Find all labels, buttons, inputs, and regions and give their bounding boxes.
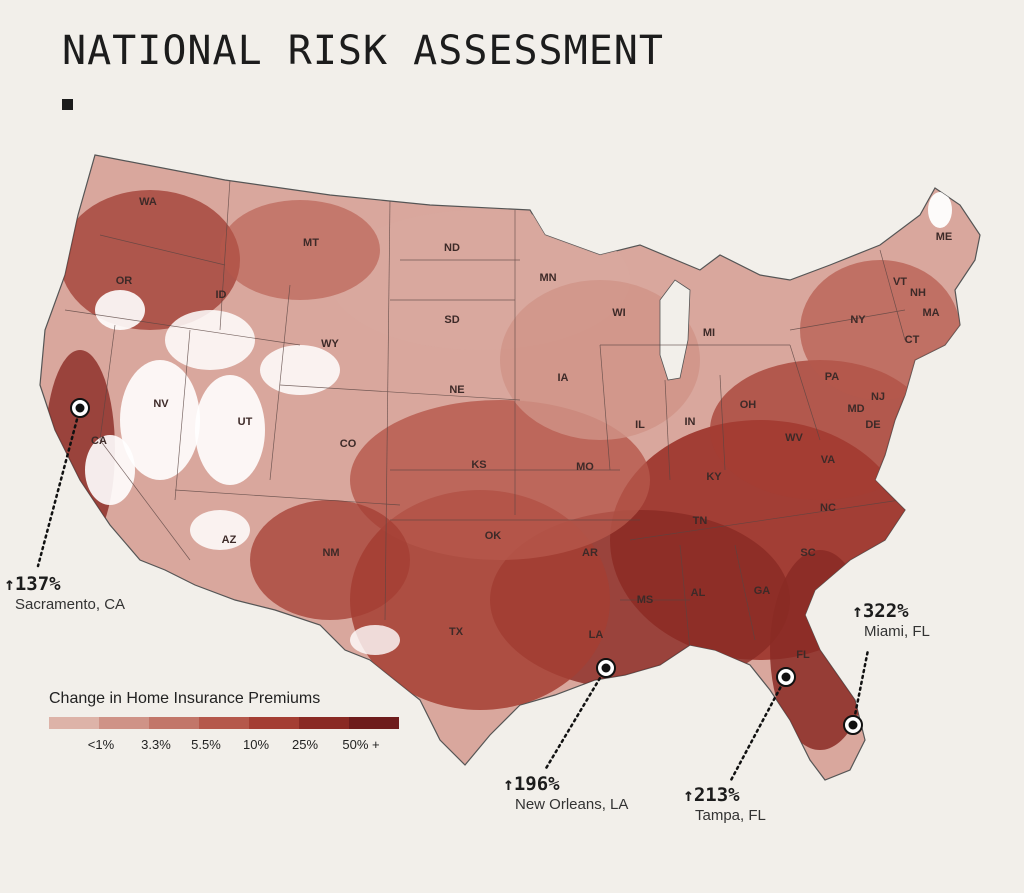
callout-tampa[interactable]: ↑213% Tampa, FL: [683, 784, 766, 825]
callout-miami-percent: 322%: [862, 600, 909, 622]
miami-marker[interactable]: [843, 715, 863, 735]
state-label-il: IL: [635, 419, 645, 431]
state-label-mn: MN: [539, 272, 557, 284]
legend-swatches: [49, 717, 409, 729]
state-label-ia: IA: [557, 372, 569, 384]
state-label-ar: AR: [582, 547, 598, 559]
state-label-nh: NH: [910, 287, 926, 299]
new-orleans-leader-line: [543, 666, 608, 772]
state-label-nd: ND: [444, 242, 460, 254]
state-label-mo: MO: [576, 461, 594, 473]
state-label-nj: NJ: [870, 391, 886, 403]
state-label-ct: CT: [904, 334, 920, 346]
state-label-ms: MS: [636, 594, 654, 606]
state-label-de: DE: [865, 419, 881, 431]
state-label-oh: OH: [739, 399, 757, 411]
tampa-marker[interactable]: [776, 667, 796, 687]
state-label-wi: WI: [612, 307, 626, 319]
state-label-ma: MA: [922, 307, 940, 319]
callout-sacramento-value: ↑137%: [4, 573, 125, 596]
legend-tick: 10%: [242, 737, 270, 752]
state-label-wy: WY: [321, 338, 339, 350]
color-legend: Change in Home Insurance Premiums <1% 3.…: [49, 690, 409, 757]
state-label-ca: CA: [91, 435, 107, 447]
state-label-la: LA: [588, 629, 604, 641]
callout-miami[interactable]: ↑322% Miami, FL: [852, 600, 930, 641]
state-label-nm: NM: [322, 547, 340, 559]
tampa-leader-line: [728, 675, 788, 784]
legend-ticks: <1% 3.3% 5.5% 10% 25% 50% +: [49, 737, 409, 757]
up-arrow-icon: ↑: [852, 601, 863, 622]
state-label-az: AZ: [221, 534, 237, 546]
state-label-ny: NY: [850, 314, 866, 326]
state-label-mt: MT: [303, 237, 319, 249]
callout-tampa-percent: 213%: [693, 784, 740, 806]
state-label-ga: GA: [753, 585, 771, 597]
title-square-marker: [62, 99, 73, 110]
new-orleans-marker[interactable]: [596, 658, 616, 678]
state-label-co: CO: [339, 438, 357, 450]
state-label-mi: MI: [702, 327, 716, 339]
state-label-in: IN: [684, 416, 696, 428]
callout-new-orleans[interactable]: ↑196% New Orleans, LA: [503, 773, 628, 814]
legend-tick: 3.3%: [141, 737, 171, 752]
state-label-wa: WA: [139, 196, 157, 208]
state-label-nv: NV: [153, 398, 169, 410]
state-label-id: ID: [215, 289, 227, 301]
legend-tick: <1%: [87, 737, 115, 752]
up-arrow-icon: ↑: [4, 574, 15, 595]
legend-swatch: [99, 717, 149, 729]
state-label-al: AL: [690, 587, 706, 599]
legend-swatch: [299, 717, 349, 729]
callout-miami-value: ↑322%: [852, 600, 930, 623]
up-arrow-icon: ↑: [503, 774, 514, 795]
callout-new-orleans-value: ↑196%: [503, 773, 628, 796]
state-label-ks: KS: [471, 459, 487, 471]
state-label-md: MD: [847, 403, 865, 415]
legend-swatch: [349, 717, 399, 729]
legend-title: Change in Home Insurance Premiums: [49, 690, 321, 707]
legend-swatch: [49, 717, 99, 729]
legend-tick: 50% +: [342, 737, 380, 752]
state-label-fl: FL: [796, 649, 810, 661]
state-label-ok: OK: [484, 530, 502, 542]
legend-swatch: [249, 717, 299, 729]
page-title: NATIONAL RISK ASSESSMENT: [62, 28, 664, 74]
callout-leader-lines: [36, 406, 870, 784]
state-label-sd: SD: [444, 314, 460, 326]
callout-sacramento-percent: 137%: [14, 573, 61, 595]
legend-swatch: [149, 717, 199, 729]
state-borders: [64, 179, 906, 651]
legend-tick: 25%: [291, 737, 319, 752]
sacramento-leader-line: [36, 406, 82, 568]
state-label-nc: NC: [820, 502, 836, 514]
legend-tick: 5.5%: [191, 737, 221, 752]
up-arrow-icon: ↑: [683, 785, 694, 806]
state-label-va: VA: [820, 454, 836, 466]
miami-leader-line: [851, 648, 870, 727]
sacramento-marker[interactable]: [70, 398, 90, 418]
state-label-ne: NE: [449, 384, 465, 396]
state-label-pa: PA: [824, 371, 840, 383]
state-label-me: ME: [935, 231, 953, 243]
state-label-or: OR: [115, 275, 133, 287]
legend-swatch: [199, 717, 249, 729]
callout-sacramento-city: Sacramento, CA: [15, 596, 126, 613]
state-label-tn: TN: [692, 515, 708, 527]
callout-sacramento[interactable]: ↑137% Sacramento, CA: [4, 573, 125, 614]
state-label-sc: SC: [800, 547, 816, 559]
state-label-tx: TX: [448, 626, 464, 638]
state-label-ut: UT: [237, 416, 253, 428]
callout-new-orleans-percent: 196%: [513, 773, 560, 795]
callout-new-orleans-city: New Orleans, LA: [515, 796, 629, 813]
state-label-wv: WV: [785, 432, 803, 444]
callout-tampa-value: ↑213%: [683, 784, 766, 807]
callout-tampa-city: Tampa, FL: [695, 807, 766, 824]
state-label-ky: KY: [706, 471, 722, 483]
callout-miami-city: Miami, FL: [864, 623, 930, 640]
state-label-vt: VT: [892, 276, 908, 288]
city-markers: [70, 398, 863, 735]
